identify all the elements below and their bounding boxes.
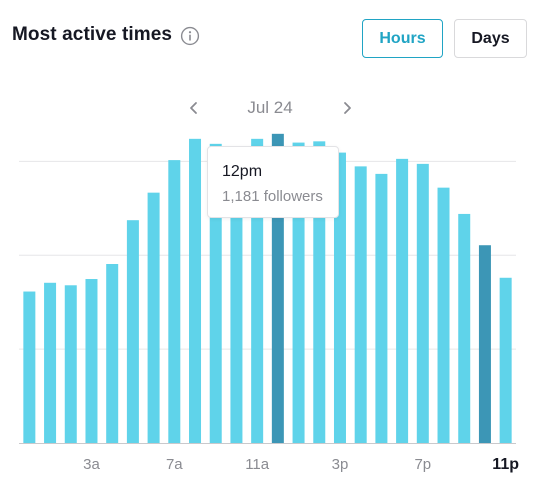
bar-6p	[396, 158, 409, 444]
info-circle-icon-graphic	[180, 26, 200, 46]
bar-2a	[64, 285, 77, 443]
bar-8a	[189, 138, 202, 443]
x-tick-label: 7p	[414, 456, 431, 473]
bar-8p	[437, 187, 450, 443]
x-tick-label: 3p	[332, 456, 349, 473]
days-toggle-button[interactable]: Days	[454, 19, 527, 58]
bar-1a	[44, 282, 57, 443]
bar-12a	[23, 291, 36, 443]
bar-9p	[458, 213, 471, 443]
bar-10a	[230, 147, 243, 443]
bar-4a	[106, 264, 119, 443]
hours-toggle-button[interactable]: Hours	[362, 19, 443, 58]
bar-3p	[333, 152, 346, 443]
bar-11p	[499, 277, 512, 443]
tooltip-followers: 1,181 followers	[222, 188, 323, 205]
bar-10p	[478, 245, 491, 443]
bar-7a	[168, 160, 181, 444]
x-tick-label: 7a	[166, 456, 183, 473]
date-navigator: Jul 24	[0, 96, 543, 120]
x-tick-label: 11a	[245, 456, 270, 473]
info-circle-icon[interactable]	[180, 26, 200, 46]
page-title: Most active times	[12, 24, 173, 45]
chevron-right-icon[interactable]	[335, 96, 359, 120]
bar-3a	[85, 279, 98, 443]
bar-6a	[147, 192, 160, 443]
bar-5a	[126, 220, 139, 443]
bar-4p	[354, 166, 367, 443]
chart-tooltip: 12pm 1,181 followers	[207, 146, 339, 218]
date-label: Jul 24	[247, 98, 293, 117]
x-tick-label: 3a	[83, 456, 100, 473]
tooltip-time: 12pm	[222, 163, 263, 180]
x-tick-label: 11p	[492, 456, 519, 473]
bar-7p	[416, 163, 429, 443]
chevron-left-icon[interactable]	[182, 96, 206, 120]
bar-9a	[209, 143, 222, 443]
bar-5p	[375, 173, 388, 443]
